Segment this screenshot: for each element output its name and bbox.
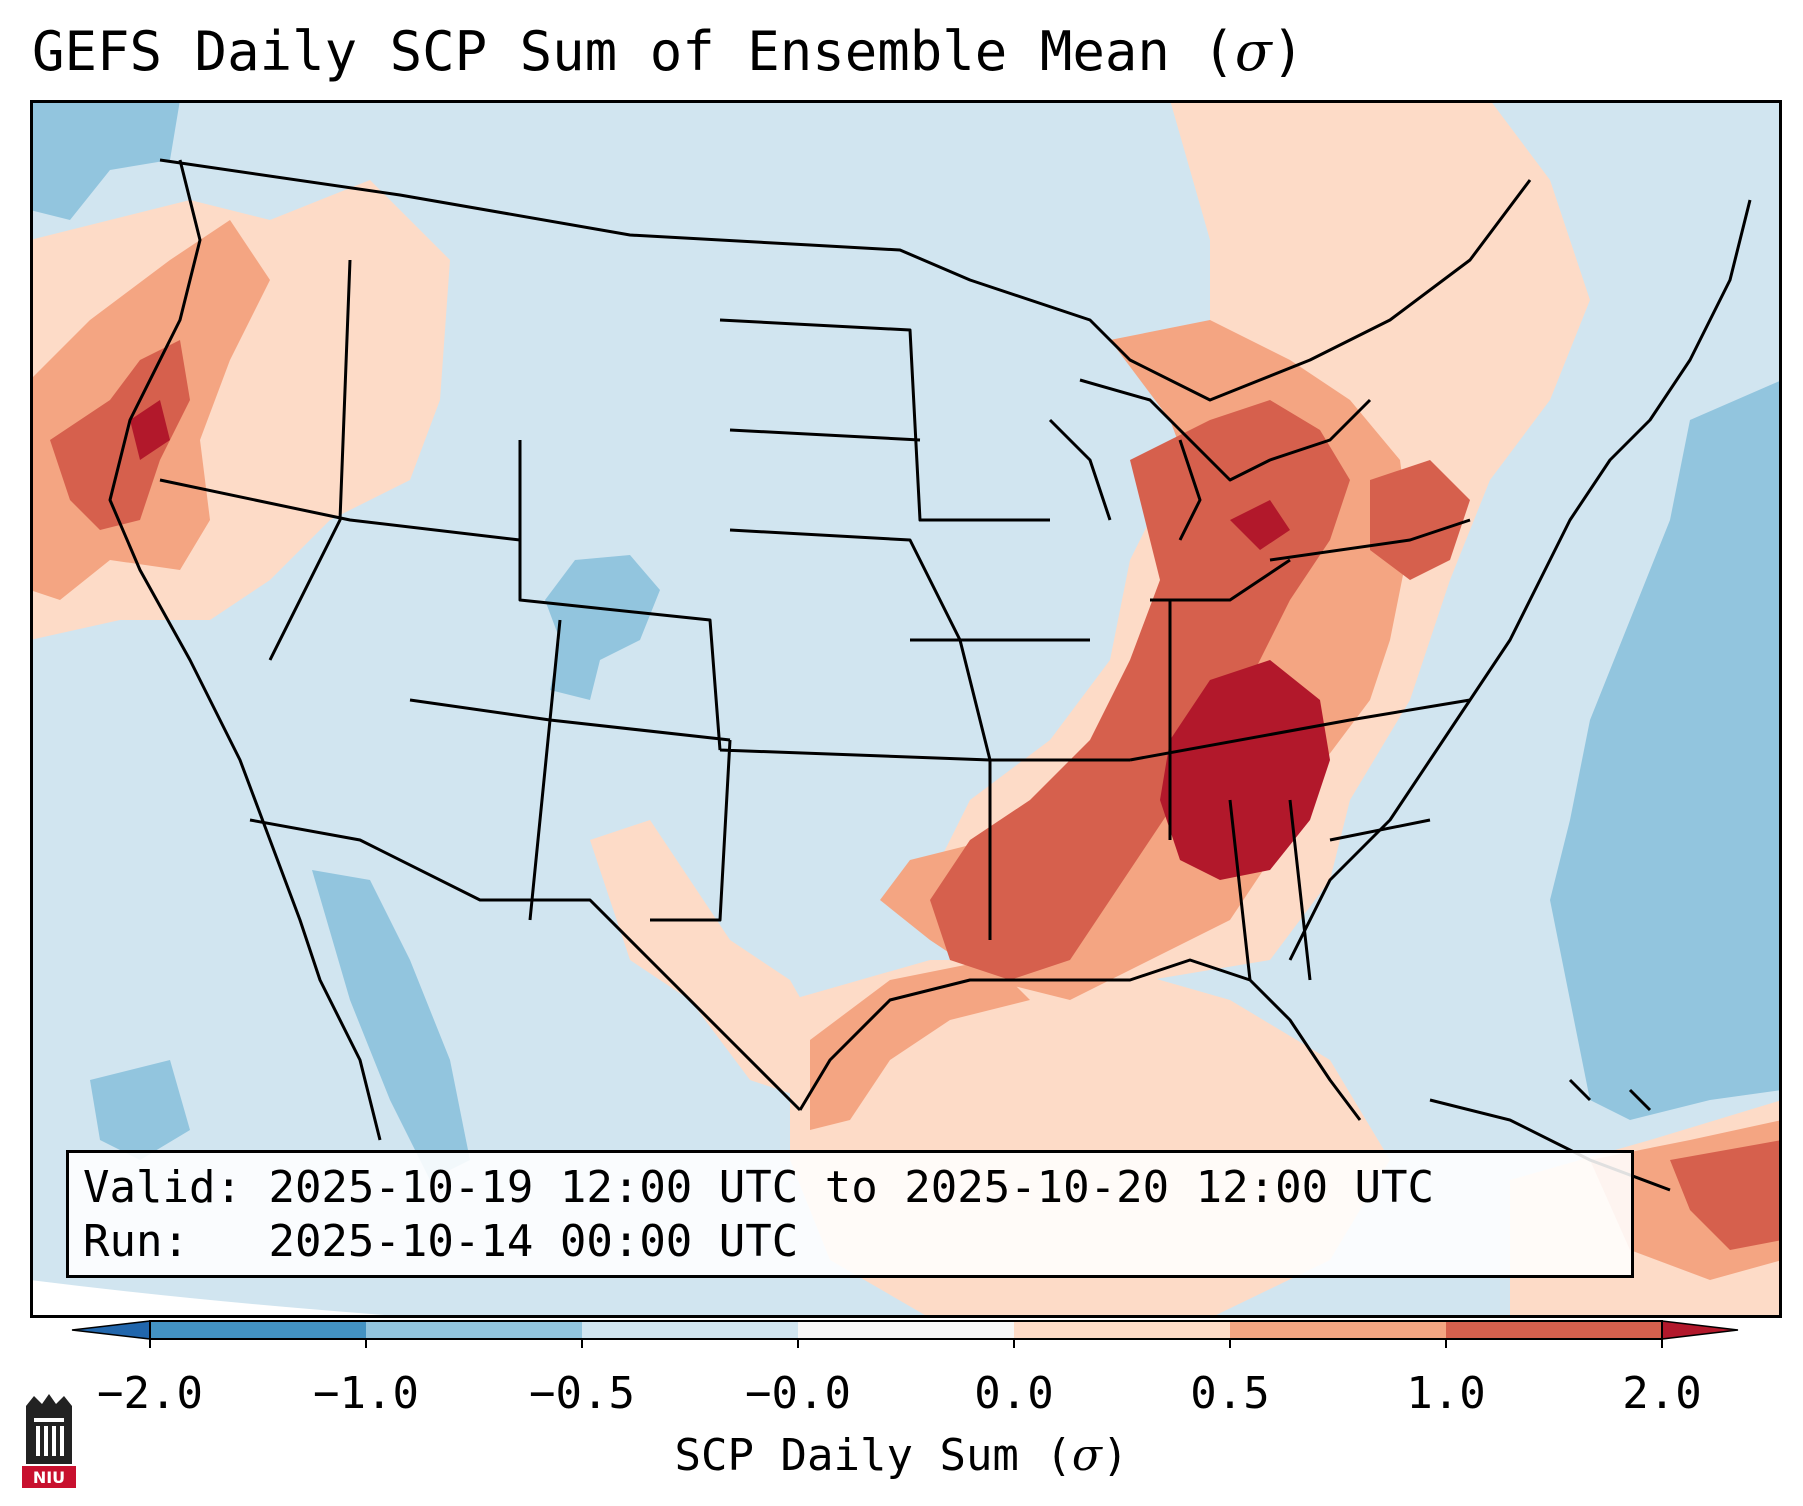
ohio-valley-strong — [1370, 460, 1470, 580]
colorbar-ticks — [149, 1339, 1663, 1348]
colorbar-tick-label: −2.0 — [97, 1368, 203, 1419]
caribbean-strong — [1670, 1140, 1782, 1250]
chart-title: GEFS Daily SCP Sum of Ensemble Mean (σ) — [32, 20, 1305, 83]
texas-weak — [590, 820, 830, 1100]
boundaries — [108, 158, 1752, 1141]
west-coast — [108, 159, 382, 1141]
colorbar-seg-0 — [150, 1321, 366, 1339]
canada-border — [159, 158, 1532, 402]
colorbar-seg-4 — [1014, 1321, 1230, 1339]
colorbar-seg-3 — [798, 1321, 1014, 1339]
oregon-max — [130, 400, 170, 460]
colorbar-tick-label: 0.0 — [974, 1368, 1054, 1419]
colorbar-outline — [149, 1320, 1663, 1340]
gulf-coast — [798, 958, 1362, 1121]
neg-strong-regions — [30, 100, 1782, 1180]
niu-logo: NIU — [22, 1394, 76, 1488]
colorbar-seg-2 — [582, 1321, 798, 1339]
state-lines-central — [719, 318, 1130, 940]
colorbar-under-arrow — [71, 1320, 151, 1340]
pacific-negative-sw — [90, 1060, 190, 1160]
oregon-strong — [50, 340, 190, 530]
map-frame — [30, 100, 1782, 1318]
colorbar-tick-label: 0.5 — [1190, 1368, 1270, 1419]
state-lines-west — [159, 259, 991, 922]
colorado-negative — [545, 555, 660, 700]
pos-strong-regions — [50, 340, 1782, 1250]
scp-map — [30, 100, 1782, 1318]
atlantic-negative — [1550, 380, 1782, 1120]
lake-erie-max — [1230, 500, 1290, 550]
colorbar-tick-label: −0.0 — [745, 1368, 851, 1419]
deep-south-max — [1160, 660, 1330, 880]
colorbar-label: SCP Daily Sum (σ) — [674, 1430, 1129, 1481]
colorbar-seg-5 — [1230, 1321, 1446, 1339]
colorbar-tick-label: −0.5 — [529, 1368, 635, 1419]
state-lines-east — [1129, 518, 1471, 981]
colorbar-tick-label: 2.0 — [1622, 1368, 1702, 1419]
colorbar-tick-label: 1.0 — [1406, 1368, 1486, 1419]
bahamas — [1568, 1078, 1652, 1112]
se-corridor-strong — [930, 400, 1350, 980]
texas-coast-mid — [810, 960, 1030, 1130]
pacific-negative-nw — [30, 100, 180, 220]
colorbar-seg-6 — [1446, 1321, 1662, 1339]
colorbar-tick-label: −1.0 — [313, 1368, 419, 1419]
colorbar-seg-1 — [366, 1321, 582, 1339]
east-coast — [1288, 199, 1752, 961]
great-lakes — [1048, 378, 1372, 541]
outside-domain — [30, 1280, 426, 1318]
baja-negative — [312, 870, 470, 1180]
pos-max-regions — [130, 400, 1330, 880]
colorbar-over-arrow — [1661, 1320, 1739, 1340]
mexico-border — [249, 818, 802, 1112]
colorbar — [71, 1320, 1739, 1348]
svg-text:NIU: NIU — [33, 1468, 65, 1487]
validity-info-box: Valid: 2025-10-19 12:00 UTC to 2025-10-2… — [66, 1150, 1634, 1278]
